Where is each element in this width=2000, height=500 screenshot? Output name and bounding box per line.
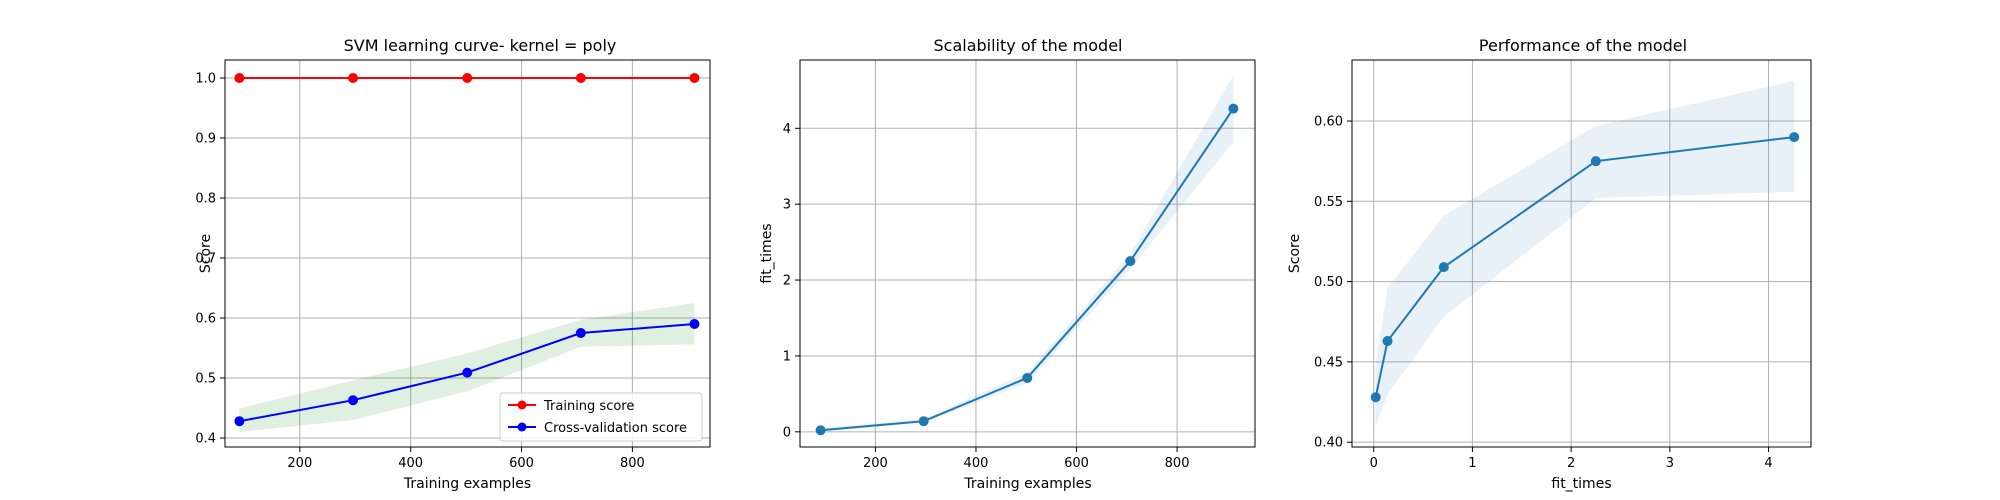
x-axis-label: Training examples [403,476,531,492]
y-tick-label: 0.60 [1314,115,1343,130]
y-tick-label: 0 [783,425,791,440]
y-axis-label: fit_times [759,223,775,283]
data-point [918,416,929,427]
ticks: 0 1 2 3 4 0.40 0.45 0.50 0.55 0.60 [1314,115,1773,471]
legend-marker-training [517,400,527,410]
data-point [348,395,359,406]
grid [1352,60,1811,447]
x-tick-label: 200 [287,456,312,471]
x-tick-label: 600 [509,456,534,471]
x-tick-label: 200 [863,456,888,471]
panel-title: Scalability of the model [934,36,1123,55]
data-point [575,328,586,338]
x-axis-label: Training examples [963,476,1091,492]
y-tick-label: 0.40 [1314,436,1343,451]
grid [800,60,1255,447]
x-tick-label: 3 [1666,456,1674,471]
series-0 [234,73,700,83]
x-tick-label: 400 [398,456,423,471]
series-0 [1370,80,1800,427]
x-tick-label: 0 [1370,456,1378,471]
performance-panel: Performance of the model 0 1 2 3 4 0.40 0.45 0.… [1287,36,1812,492]
y-tick-label: 0.9 [195,132,216,147]
x-tick-label: 4 [1764,456,1772,471]
series-0 [815,75,1239,436]
y-axis-label: Score [198,234,214,273]
y-tick-label: 0.7 [195,252,216,267]
data-point [1789,132,1800,143]
y-axis-label: Score [1287,234,1303,273]
data-point [348,73,359,83]
y-tick-label: 0.50 [1314,275,1343,290]
data-point [462,73,473,83]
x-tick-label: 1 [1468,456,1476,471]
legend-label-training: Training score [543,399,634,414]
legend-label-cv: Cross-validation score [544,421,687,436]
data-point [234,73,245,83]
y-tick-label: 0.45 [1314,355,1343,370]
panel-title: Performance of the model [1479,36,1687,55]
y-tick-label: 2 [783,274,791,289]
ticks: 200 400 600 800 0.4 0.5 0.6 0.7 0.8 0.9 1.0 [195,72,645,472]
data-point [1590,156,1601,167]
x-axis-label: fit_times [1551,476,1611,492]
plot-frame [224,59,711,448]
x-tick-label: 2 [1567,456,1575,471]
data-point [689,319,700,329]
panel-title: SVM learning curve- kernel = poly [344,36,617,55]
plot-frame [799,59,1256,448]
legend-marker-cv [517,422,527,432]
confidence-band [1375,80,1795,427]
data-point [234,416,245,427]
data-point [1382,336,1393,347]
data-point [1022,372,1033,383]
x-tick-label: 800 [1165,456,1190,471]
y-tick-label: 3 [783,198,791,213]
y-tick-label: 4 [783,122,791,137]
x-tick-label: 400 [964,456,989,471]
data-point [1125,256,1136,267]
learning-curve-panel: SVM learning curve- kernel = poly 200 400… [195,36,711,492]
x-tick-label: 600 [1064,456,1089,471]
y-tick-label: 0.6 [195,312,216,327]
grid [225,60,710,447]
y-tick-label: 0.5 [195,372,216,387]
data-point [1370,392,1381,403]
data-point [1228,103,1239,114]
legend-box [499,392,703,442]
y-tick-label: 0.4 [195,432,216,447]
legend: Training score Cross-validation score [499,392,703,442]
data-point [1438,262,1449,273]
y-tick-label: 0.55 [1314,195,1343,210]
y-tick-label: 1 [783,349,791,364]
ticks: 200 400 600 800 0 1 2 3 4 [783,122,1190,471]
data-point [689,73,700,83]
data-point [462,367,473,378]
series-1 [234,303,700,432]
data-point [575,73,586,83]
y-tick-label: 0.8 [195,192,216,207]
y-tick-label: 1.0 [195,72,216,87]
plot-frame [1351,59,1812,448]
data-point [815,425,826,436]
scalability-panel: Scalability of the model 200 400 600 800012… [759,36,1256,492]
x-tick-label: 800 [620,456,645,471]
